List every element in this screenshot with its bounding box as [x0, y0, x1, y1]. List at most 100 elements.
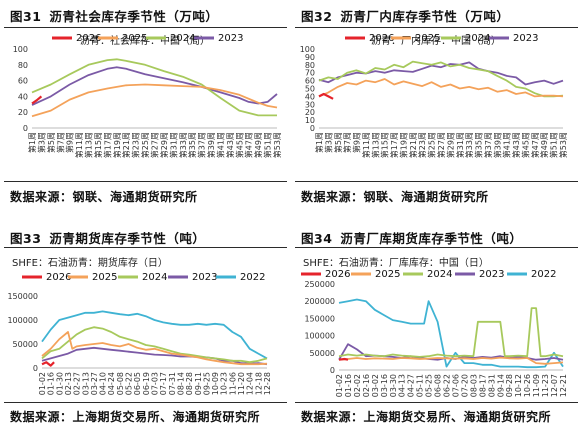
x-tick-label: 第41周 — [215, 132, 225, 158]
legend-label-2023: 2023 — [479, 269, 504, 280]
legend-label-2025: 2025 — [122, 33, 147, 44]
x-tick-label: 07-03 — [151, 372, 160, 395]
x-tick-label: 第53周 — [558, 132, 568, 158]
panel-subtitle: 沥青：厂内库存：中国（周） — [371, 36, 501, 47]
y-tick-label: 80 — [18, 61, 28, 70]
x-tick-label: 第3周 — [36, 132, 46, 153]
x-tick-label: 07-31 — [168, 372, 177, 395]
x-tick-label: 第27周 — [436, 132, 446, 158]
x-tick-label: 第51周 — [263, 132, 273, 158]
x-tick-label: 05-22 — [125, 372, 134, 395]
legend-label-2026: 2026 — [76, 33, 101, 44]
legend-label-2025: 2025 — [415, 33, 440, 44]
x-tick-label: 第5周 — [46, 132, 56, 153]
x-tick-label: 09-14 — [496, 374, 505, 397]
x-tick-label: 12-28 — [263, 372, 272, 395]
panel-title: 图31 沥青社会库存季节性（万吨） — [10, 9, 219, 24]
x-tick-label: 第51周 — [549, 132, 559, 158]
divider-mid-right — [295, 181, 578, 182]
series-line-2026 — [41, 361, 55, 367]
x-tick-label: 第49周 — [539, 132, 549, 158]
x-tick-label: 第35周 — [474, 132, 484, 158]
x-tick-label: 10-12 — [514, 374, 523, 397]
legend-label-2026: 2026 — [325, 269, 350, 280]
x-tick-label: 11-23 — [541, 374, 550, 397]
y-tick-label: 50 — [305, 85, 315, 94]
divider-top-right — [295, 27, 578, 28]
y-tick-label: 20 — [18, 108, 28, 117]
legend-label-2024: 2024 — [170, 33, 195, 44]
x-tick-label: 07-06 — [451, 374, 460, 397]
y-tick-label: 40 — [18, 92, 28, 101]
x-tick-label: 12-04 — [246, 372, 255, 395]
x-tick-label: 第11周 — [361, 132, 371, 158]
legend-label-2024: 2024 — [427, 269, 452, 280]
x-tick-label: 03-16 — [380, 374, 389, 397]
x-tick-label: 03-02 — [371, 374, 380, 397]
series-line-2024 — [41, 326, 268, 364]
legend-label-2023: 2023 — [192, 272, 217, 283]
divider-bottom-right — [295, 402, 578, 403]
x-tick-label: 01-16 — [344, 374, 353, 397]
x-tick-label: 01-02 — [335, 374, 344, 397]
x-tick-label: 第19周 — [112, 132, 122, 158]
x-tick-label: 第23周 — [417, 132, 427, 158]
divider-lower-left — [4, 247, 287, 248]
x-tick-label: 第9周 — [65, 132, 75, 153]
panel-title: 图34 沥青厂库期货库存季节性（吨） — [301, 231, 523, 246]
y-axis: 0 50000 100000 150000 — [7, 292, 38, 373]
x-tick-label: 06-22 — [443, 374, 452, 397]
y-tick-label: 50000 — [310, 349, 335, 358]
x-tick-label: 09-11 — [194, 372, 203, 395]
series-line-2024 — [318, 60, 564, 98]
x-tick-label: 第19周 — [398, 132, 408, 158]
divider-top-left — [4, 27, 287, 28]
series-line-2026 — [338, 357, 349, 361]
x-tick-label: 第3周 — [323, 132, 333, 153]
x-tick-label: 08-28 — [185, 372, 194, 395]
y-tick-label: 100000 — [304, 332, 335, 341]
series-line-2023 — [318, 61, 564, 86]
series-line-2024 — [338, 307, 564, 358]
x-tick-label: 11-20 — [237, 372, 246, 395]
chart-social-inventory: 2026 2025 2024 2023 0 20 40 60 80 100 第1周 第3周 第5周 第7周… — [13, 33, 282, 158]
x-tick-label: 12-07 — [550, 374, 559, 397]
legend: 2026 2025 2024 2023 — [52, 33, 243, 44]
x-tick-label: 05-11 — [416, 374, 425, 397]
x-tick-label: 02-27 — [73, 372, 82, 395]
y-tick-label: 90 — [305, 53, 315, 62]
x-tick-label: 04-10 — [99, 372, 108, 395]
series-line-2024 — [31, 58, 277, 117]
x-tick-label: 第7周 — [342, 132, 352, 153]
y-tick-label: 20 — [305, 108, 315, 117]
x-tick-label: 第7周 — [55, 132, 65, 153]
legend-label-2026: 2026 — [369, 33, 394, 44]
y-tick-label: 30 — [305, 100, 315, 109]
legend-label-2024: 2024 — [142, 272, 167, 283]
x-tick-label: 第1周 — [27, 132, 37, 153]
series-line-2022 — [338, 298, 564, 369]
x-tick-label: 10-26 — [523, 374, 532, 397]
x-tick-label: 08-14 — [176, 372, 185, 395]
panel-subtitle: SHFE：石油沥青：期货库存（日） — [12, 258, 168, 269]
x-tick-label: 04-24 — [107, 372, 116, 395]
source-note: 数据来源：上海期货交易所、海通期货研究所 — [10, 410, 261, 424]
legend-label-2023: 2023 — [218, 33, 243, 44]
y-tick-label: 60 — [305, 77, 315, 86]
x-tick-label: 第39周 — [492, 132, 502, 158]
x-tick-label: 07-17 — [159, 372, 168, 395]
x-tick-label: 第33周 — [464, 132, 474, 158]
x-tick-label: 07-20 — [460, 374, 469, 397]
divider-bottom-left — [4, 402, 287, 403]
source-note: 数据来源：上海期货交易所、海通期货研究所 — [301, 410, 552, 424]
legend-label-2022: 2022 — [240, 272, 265, 283]
x-tick-label: 第13周 — [370, 132, 380, 158]
legend-label-2026: 2026 — [46, 272, 71, 283]
x-tick-label: 02-16 — [362, 374, 371, 397]
y-tick-label: 60 — [18, 77, 28, 86]
panel-futures-inventory: 图33 沥青期货库存季节性（吨） SHFE：石油沥青：期货库存（日） 2026 20… — [0, 222, 290, 440]
x-tick-label: 第33周 — [178, 132, 188, 158]
y-tick-label: 100 — [13, 45, 28, 54]
x-tick-label: 05-25 — [425, 374, 434, 397]
y-tick-label: 0 — [310, 124, 315, 133]
